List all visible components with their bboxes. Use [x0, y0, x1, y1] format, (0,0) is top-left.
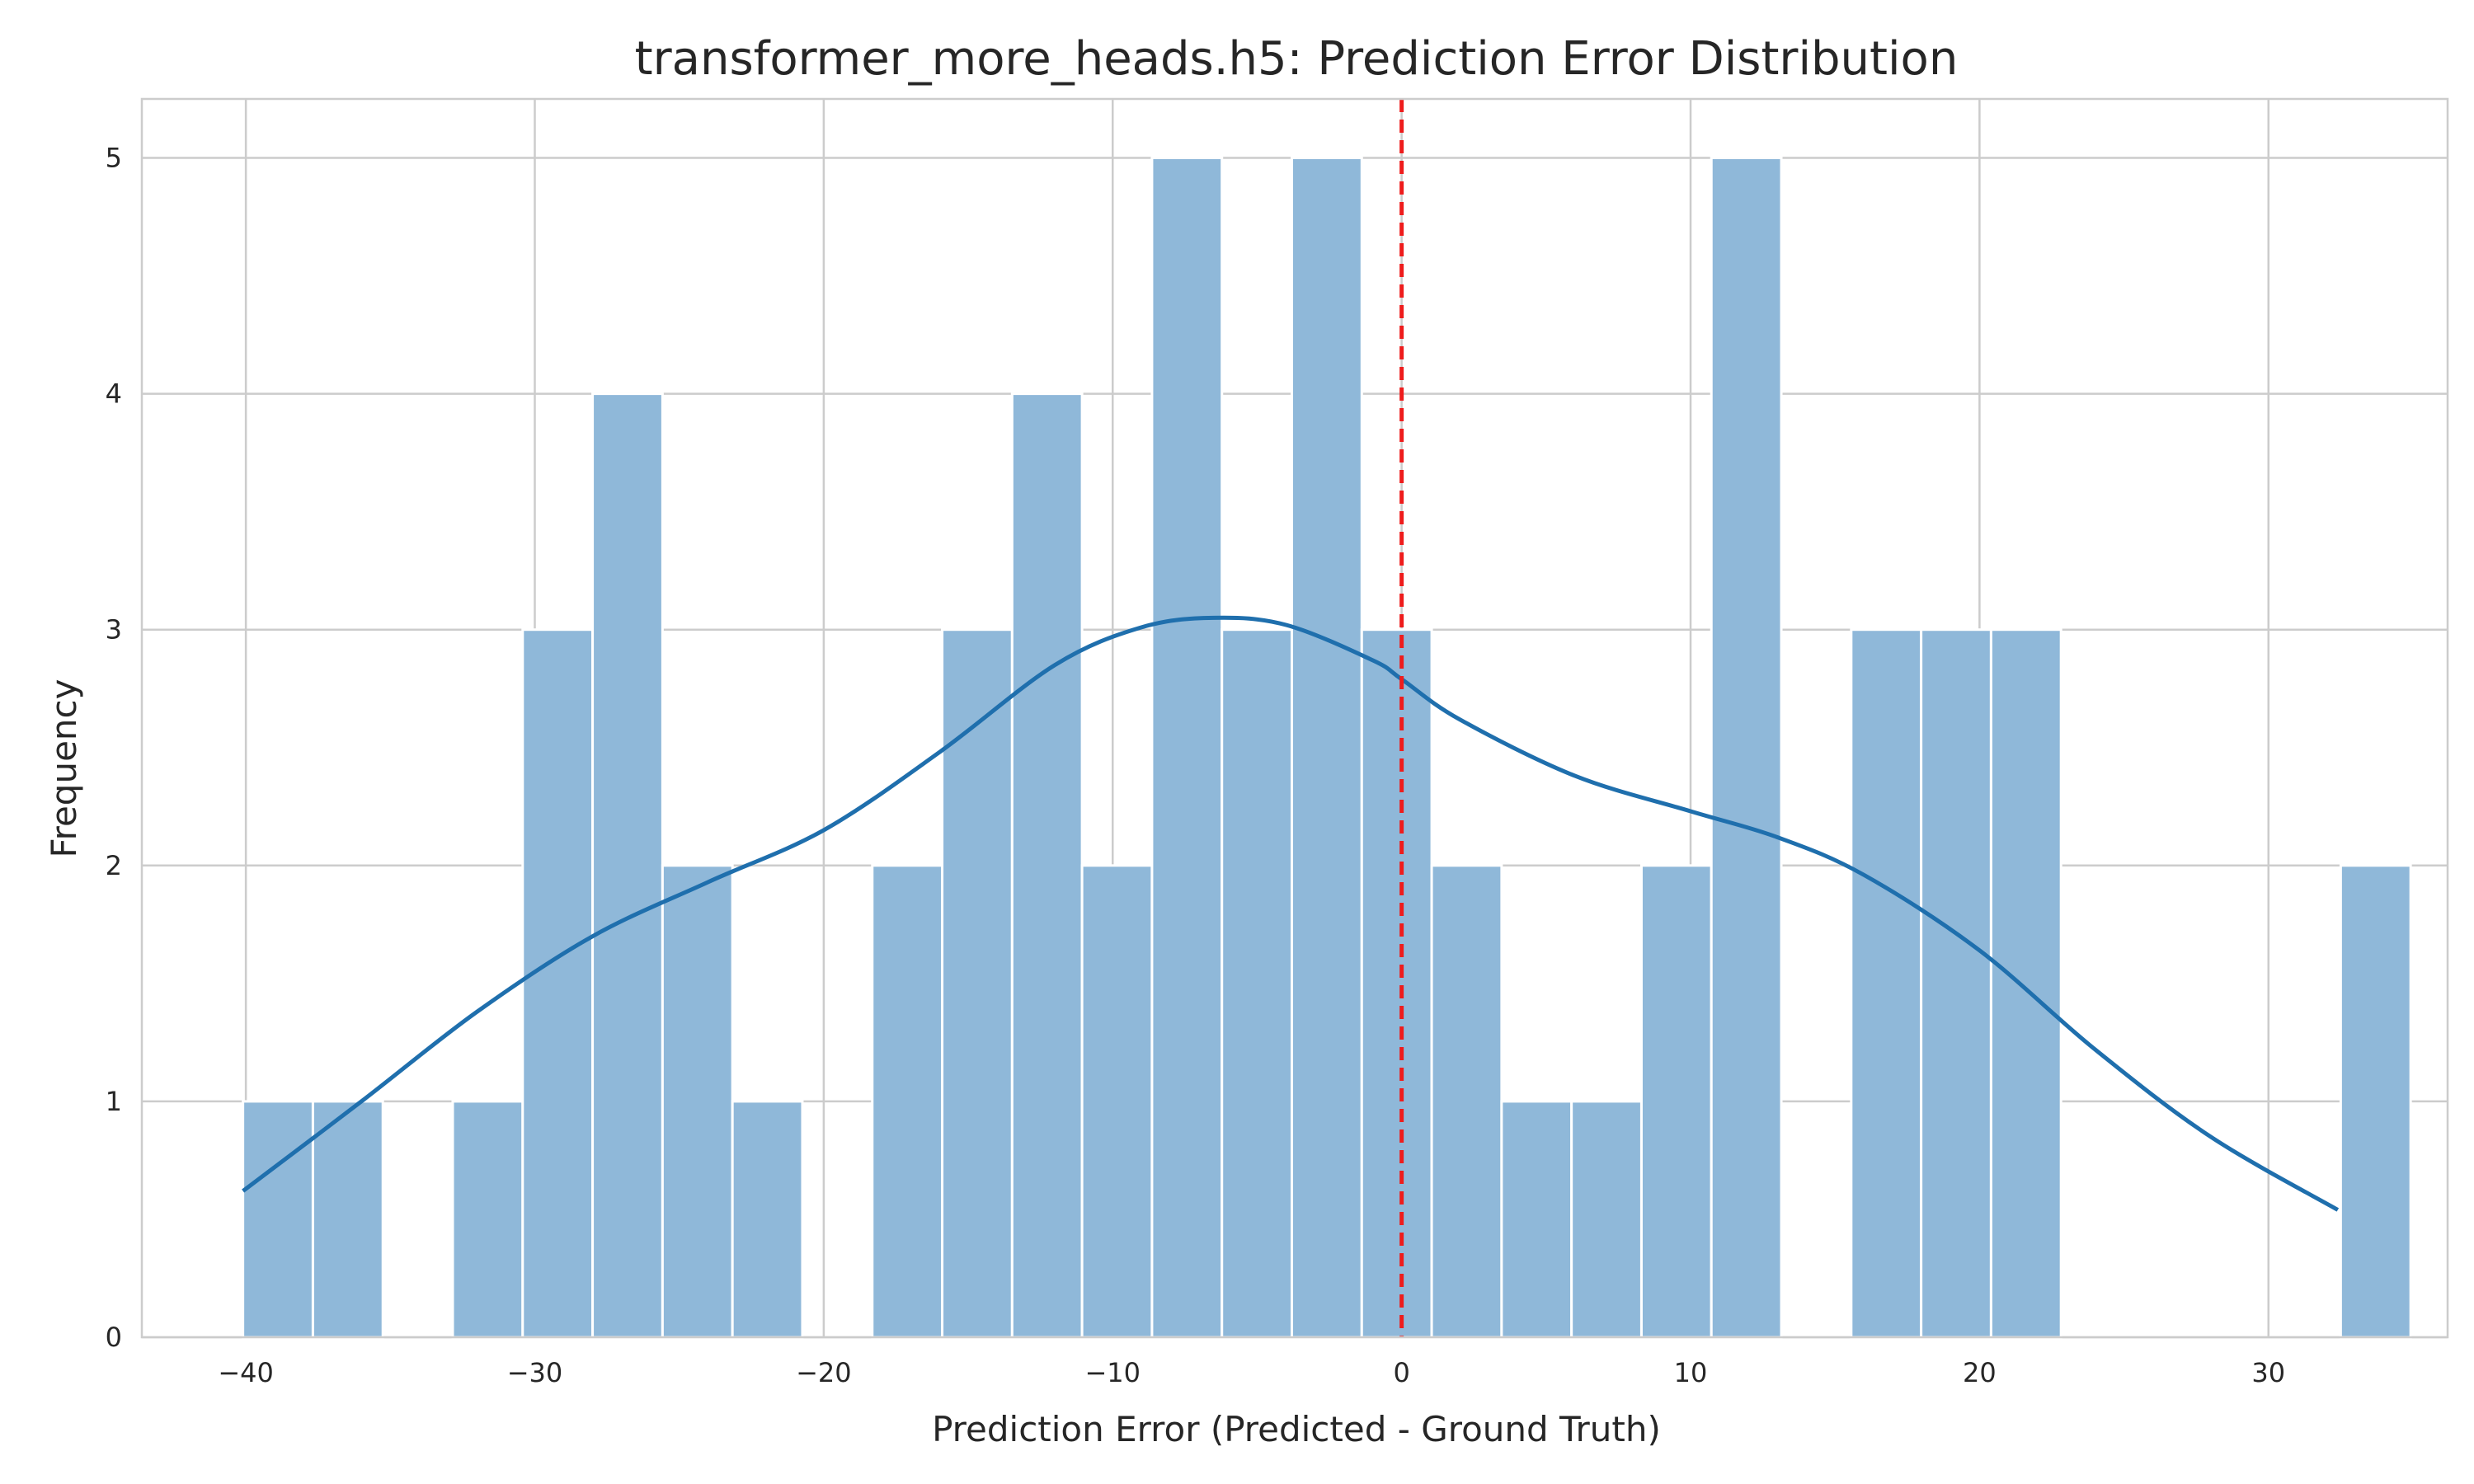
- x-tick-label: −20: [796, 1357, 852, 1388]
- x-tick-label: 10: [1674, 1357, 1708, 1388]
- x-axis-label: Prediction Error (Predicted - Ground Tru…: [932, 1409, 1661, 1449]
- histogram-bar: [871, 864, 944, 1339]
- histogram-bar: [2339, 864, 2412, 1339]
- x-tick-label: −40: [218, 1357, 274, 1388]
- y-tick-label: 4: [106, 378, 122, 410]
- x-tick-label: −10: [1084, 1357, 1141, 1388]
- histogram-bar: [1920, 628, 1992, 1339]
- x-tick-label: −30: [507, 1357, 563, 1388]
- histogram-bar: [1430, 864, 1503, 1339]
- histogram-bar: [451, 1100, 524, 1339]
- y-axis-label: Frequency: [44, 679, 84, 858]
- x-tick-label: 0: [1393, 1357, 1409, 1388]
- x-tick-label: 30: [2251, 1357, 2285, 1388]
- histogram-bar: [1221, 628, 1293, 1339]
- y-tick-label: 5: [106, 143, 122, 174]
- y-tick-label: 1: [106, 1086, 122, 1117]
- histogram-bar: [731, 1100, 804, 1339]
- histogram-bar: [1010, 392, 1084, 1339]
- histogram-bar: [1570, 1100, 1643, 1339]
- histogram-bar: [661, 864, 734, 1339]
- histogram-bar: [1500, 1100, 1573, 1339]
- chart-title: transformer_more_heads.h5: Prediction Er…: [635, 32, 1959, 86]
- histogram-bar: [521, 628, 595, 1339]
- histogram-bar: [941, 628, 1014, 1339]
- kde-curve: [242, 615, 2340, 1212]
- histogram-bar: [1360, 628, 1433, 1339]
- histogram-bar: [1850, 628, 1923, 1339]
- y-tick-labels: 0 1 2 3 4 5: [106, 143, 122, 1353]
- y-tick-label: 2: [106, 850, 122, 881]
- x-tick-labels: −40 −30 −20 −10 0 10 20 30: [218, 1357, 2285, 1388]
- y-tick-label: 3: [106, 614, 122, 646]
- x-tick-label: 20: [1963, 1357, 1997, 1388]
- histogram-bar: [1710, 157, 1783, 1339]
- y-tick-label: 0: [106, 1322, 122, 1353]
- histogram-bar: [1080, 864, 1154, 1339]
- histogram-bars: [242, 157, 2412, 1339]
- histogram-bar: [591, 392, 664, 1339]
- histogram-bar: [1639, 864, 1713, 1339]
- histogram-bar: [1989, 628, 2062, 1339]
- histogram-bar: [242, 1100, 314, 1339]
- histogram-bar: [311, 1100, 384, 1339]
- histogram-bar: [1150, 157, 1224, 1339]
- histogram-bar: [1290, 157, 1363, 1339]
- axes-frame: [140, 97, 2449, 1339]
